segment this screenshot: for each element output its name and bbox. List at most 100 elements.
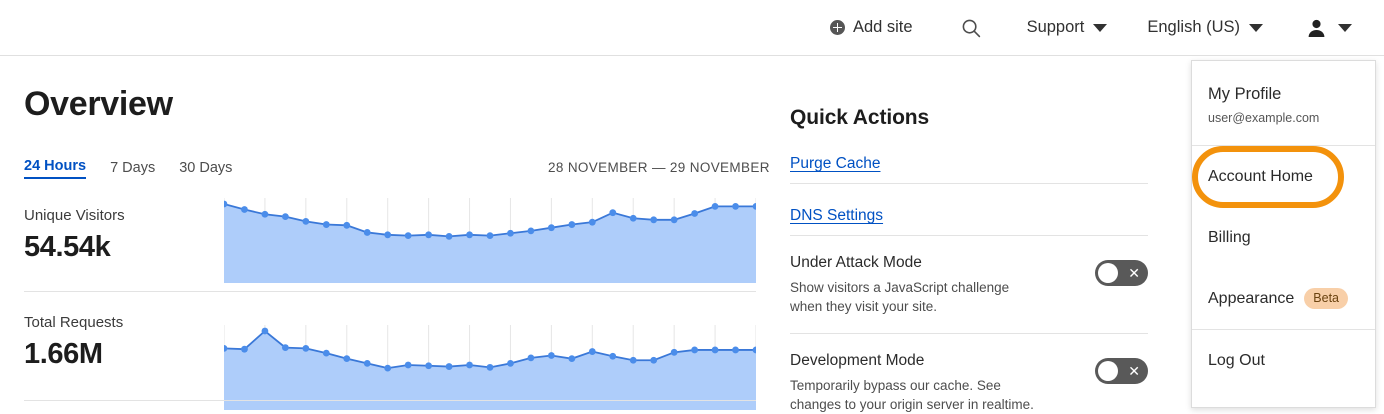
sparkline-point xyxy=(650,216,658,224)
sparkline-point xyxy=(241,206,248,213)
divider xyxy=(790,235,1148,236)
top-navigation-bar: Add site Support English (US) xyxy=(0,0,1384,56)
purge-cache-row: Purge Cache xyxy=(790,132,1148,183)
sparkline-point xyxy=(670,348,678,356)
sparkline-point xyxy=(650,356,658,364)
dns-settings-link[interactable]: DNS Settings xyxy=(790,207,884,224)
sparkline-point xyxy=(404,361,412,369)
under-attack-mode-row: Under Attack Mode Show visitors a JavaSc… xyxy=(790,236,1148,333)
sparkline-point xyxy=(732,346,739,354)
development-mode-title: Development Mode xyxy=(790,352,925,369)
tab-7-days[interactable]: 7 Days xyxy=(110,160,156,176)
metric-label: Total Requests xyxy=(24,314,124,331)
user-menu-button[interactable] xyxy=(1307,0,1352,56)
menu-item-appearance[interactable]: Appearance Beta xyxy=(1192,268,1375,329)
divider xyxy=(1192,145,1375,146)
sparkline-point xyxy=(384,364,392,372)
quick-actions-section: Quick Actions Purge Cache DNS Settings U… xyxy=(790,104,1148,414)
sparkline-point xyxy=(547,352,555,359)
sparkline-point xyxy=(732,202,739,210)
sparkline-point xyxy=(404,232,412,239)
profile-email: user@example.com xyxy=(1208,111,1320,125)
add-site-label: Add site xyxy=(852,18,913,36)
sparkline-point xyxy=(425,362,433,370)
appearance-label: Appearance xyxy=(1208,289,1295,307)
my-profile-label: My Profile xyxy=(1208,85,1282,103)
menu-item-account-home[interactable]: Account Home xyxy=(1192,146,1375,207)
sparkline-point xyxy=(302,344,310,352)
divider xyxy=(790,333,1148,334)
sparkline-point xyxy=(384,231,392,239)
divider xyxy=(1192,329,1375,330)
sparkline-unique-visitors xyxy=(220,198,760,283)
development-mode-row: Development Mode Temporarily bypass our … xyxy=(790,334,1148,414)
sparkline-point xyxy=(486,232,494,239)
sparkline-point xyxy=(588,218,596,226)
divider xyxy=(24,291,756,292)
development-mode-toggle[interactable]: ✕ xyxy=(1095,358,1148,384)
sparkline-point xyxy=(445,363,453,370)
chevron-down-icon xyxy=(1249,23,1263,32)
log-out-label: Log Out xyxy=(1208,352,1265,369)
language-menu[interactable]: English (US) xyxy=(1147,0,1263,56)
purge-cache-link[interactable]: Purge Cache xyxy=(790,155,881,172)
toggle-off-icon: ✕ xyxy=(1128,363,1140,379)
page-title: Overview xyxy=(24,85,173,123)
sparkline-point xyxy=(609,209,617,217)
sparkline-point xyxy=(711,346,719,354)
sparkline-point xyxy=(363,359,371,367)
beta-badge: Beta xyxy=(1304,288,1349,309)
chevron-down-icon xyxy=(1093,23,1108,32)
development-mode-description: Temporarily bypass our cache. See change… xyxy=(790,378,1034,412)
sparkline-point xyxy=(261,327,269,335)
sparkline-point xyxy=(711,202,719,210)
sparkline-point xyxy=(322,221,330,228)
time-range-tabs: 24 Hours 7 Days 30 Days xyxy=(24,158,232,179)
sparkline-point xyxy=(343,221,351,229)
sparkline-point xyxy=(241,345,248,353)
add-site-button[interactable]: Add site xyxy=(829,0,913,56)
support-menu[interactable]: Support xyxy=(1027,0,1108,56)
divider xyxy=(24,400,756,401)
sparkline-point xyxy=(691,346,699,354)
development-mode-text: Development Mode Temporarily bypass our … xyxy=(790,350,1040,414)
tab-24-hours[interactable]: 24 Hours xyxy=(24,158,87,179)
toggle-knob xyxy=(1098,361,1118,381)
sparkline-point xyxy=(322,349,330,357)
plus-circle-icon xyxy=(829,20,845,35)
metric-value: 54.54k xyxy=(24,231,111,263)
sparkline-point xyxy=(507,359,514,367)
dropdown-profile-block[interactable]: My Profile user@example.com xyxy=(1192,61,1375,145)
person-icon xyxy=(1307,18,1326,38)
sparkline-point xyxy=(609,352,617,360)
tab-30-days[interactable]: 30 Days xyxy=(179,160,233,176)
under-attack-mode-toggle[interactable]: ✕ xyxy=(1095,260,1148,286)
search-button[interactable] xyxy=(961,0,981,56)
toggle-off-icon: ✕ xyxy=(1128,265,1140,281)
sparkline-point xyxy=(568,355,576,363)
menu-item-billing[interactable]: Billing xyxy=(1192,207,1375,268)
sparkline-point xyxy=(302,217,310,225)
sparkline-point xyxy=(425,231,433,239)
sparkline-point xyxy=(568,221,576,228)
sparkline-point xyxy=(670,216,678,224)
sparkline-point xyxy=(527,227,535,235)
user-dropdown-menu: My Profile user@example.com Account Home… xyxy=(1191,60,1376,408)
sparkline-point xyxy=(281,213,289,221)
sparkline-point xyxy=(281,344,289,351)
billing-label: Billing xyxy=(1208,228,1251,246)
sparkline-area xyxy=(224,204,756,283)
sparkline-svg xyxy=(220,325,760,410)
quick-actions-title: Quick Actions xyxy=(790,106,930,129)
divider xyxy=(790,183,1148,184)
sparkline-point xyxy=(343,355,351,363)
chevron-down-icon xyxy=(1338,23,1352,32)
sparkline-point xyxy=(629,214,637,222)
menu-item-log-out[interactable]: Log Out xyxy=(1192,330,1375,392)
language-label: English (US) xyxy=(1147,18,1240,36)
sparkline-svg xyxy=(220,198,760,283)
sparkline-point xyxy=(588,348,596,355)
support-label: Support xyxy=(1026,18,1085,36)
sparkline-point xyxy=(466,231,473,239)
